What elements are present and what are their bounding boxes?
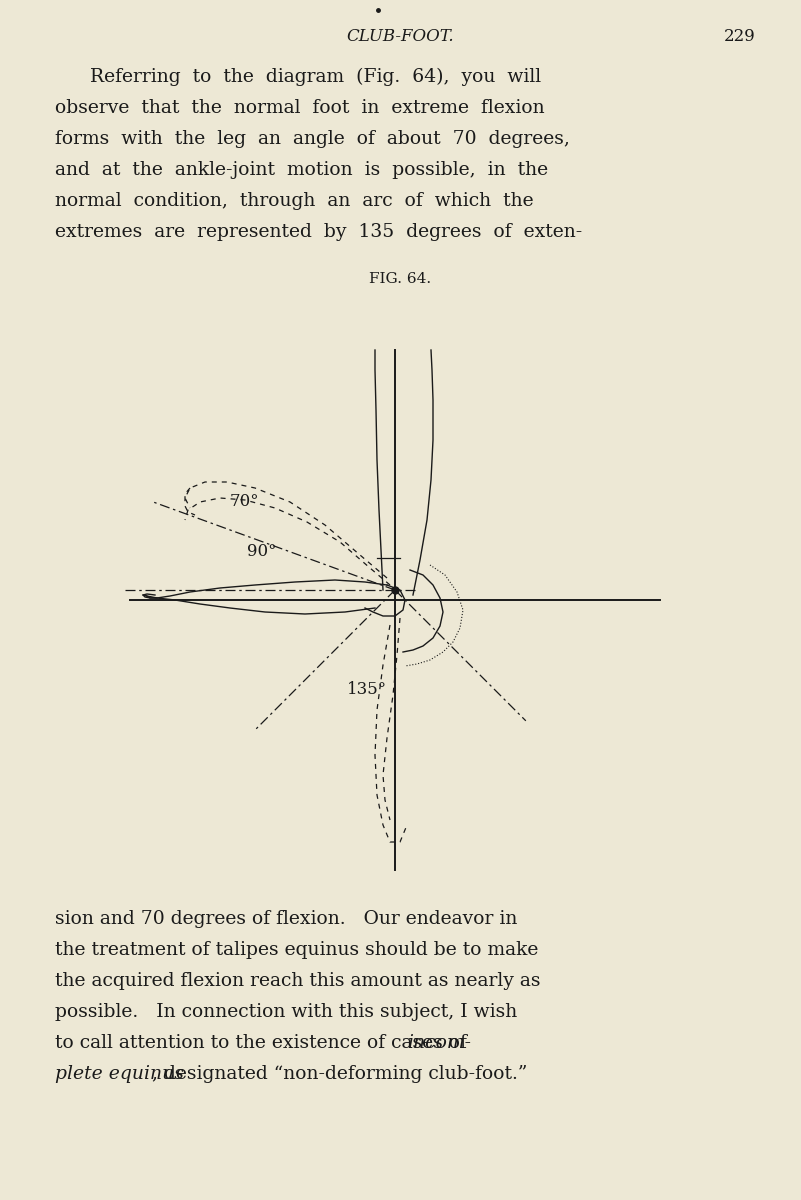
Text: 229: 229 bbox=[724, 28, 756, 44]
Text: FIG. 64.: FIG. 64. bbox=[369, 272, 431, 286]
Text: Referring  to  the  diagram  (Fig.  64),  you  will: Referring to the diagram (Fig. 64), you … bbox=[90, 68, 541, 86]
Text: plete equinus: plete equinus bbox=[55, 1066, 184, 1082]
Text: possible.   In connection with this subject, I wish: possible. In connection with this subjec… bbox=[55, 1003, 517, 1021]
Text: CLUB-FOOT.: CLUB-FOOT. bbox=[346, 28, 454, 44]
Text: normal  condition,  through  an  arc  of  which  the: normal condition, through an arc of whic… bbox=[55, 192, 533, 210]
Text: 70°: 70° bbox=[230, 493, 260, 510]
Text: observe  that  the  normal  foot  in  extreme  flexion: observe that the normal foot in extreme … bbox=[55, 98, 545, 116]
Text: incom-: incom- bbox=[407, 1034, 471, 1052]
Text: extremes  are  represented  by  135  degrees  of  exten-: extremes are represented by 135 degrees … bbox=[55, 223, 582, 241]
Text: , designated “non-deforming club-foot.”: , designated “non-deforming club-foot.” bbox=[152, 1066, 527, 1082]
Text: and  at  the  ankle-joint  motion  is  possible,  in  the: and at the ankle-joint motion is possibl… bbox=[55, 161, 548, 179]
Text: the treatment of talipes equinus should be to make: the treatment of talipes equinus should … bbox=[55, 941, 538, 959]
Text: the acquired flexion reach this amount as nearly as: the acquired flexion reach this amount a… bbox=[55, 972, 541, 990]
Text: 90°: 90° bbox=[247, 544, 276, 560]
Text: to call attention to the existence of cases of: to call attention to the existence of ca… bbox=[55, 1034, 473, 1052]
Text: sion and 70 degrees of flexion.   Our endeavor in: sion and 70 degrees of flexion. Our ende… bbox=[55, 910, 517, 928]
Text: forms  with  the  leg  an  angle  of  about  70  degrees,: forms with the leg an angle of about 70 … bbox=[55, 130, 570, 148]
Text: 135°: 135° bbox=[347, 682, 387, 698]
